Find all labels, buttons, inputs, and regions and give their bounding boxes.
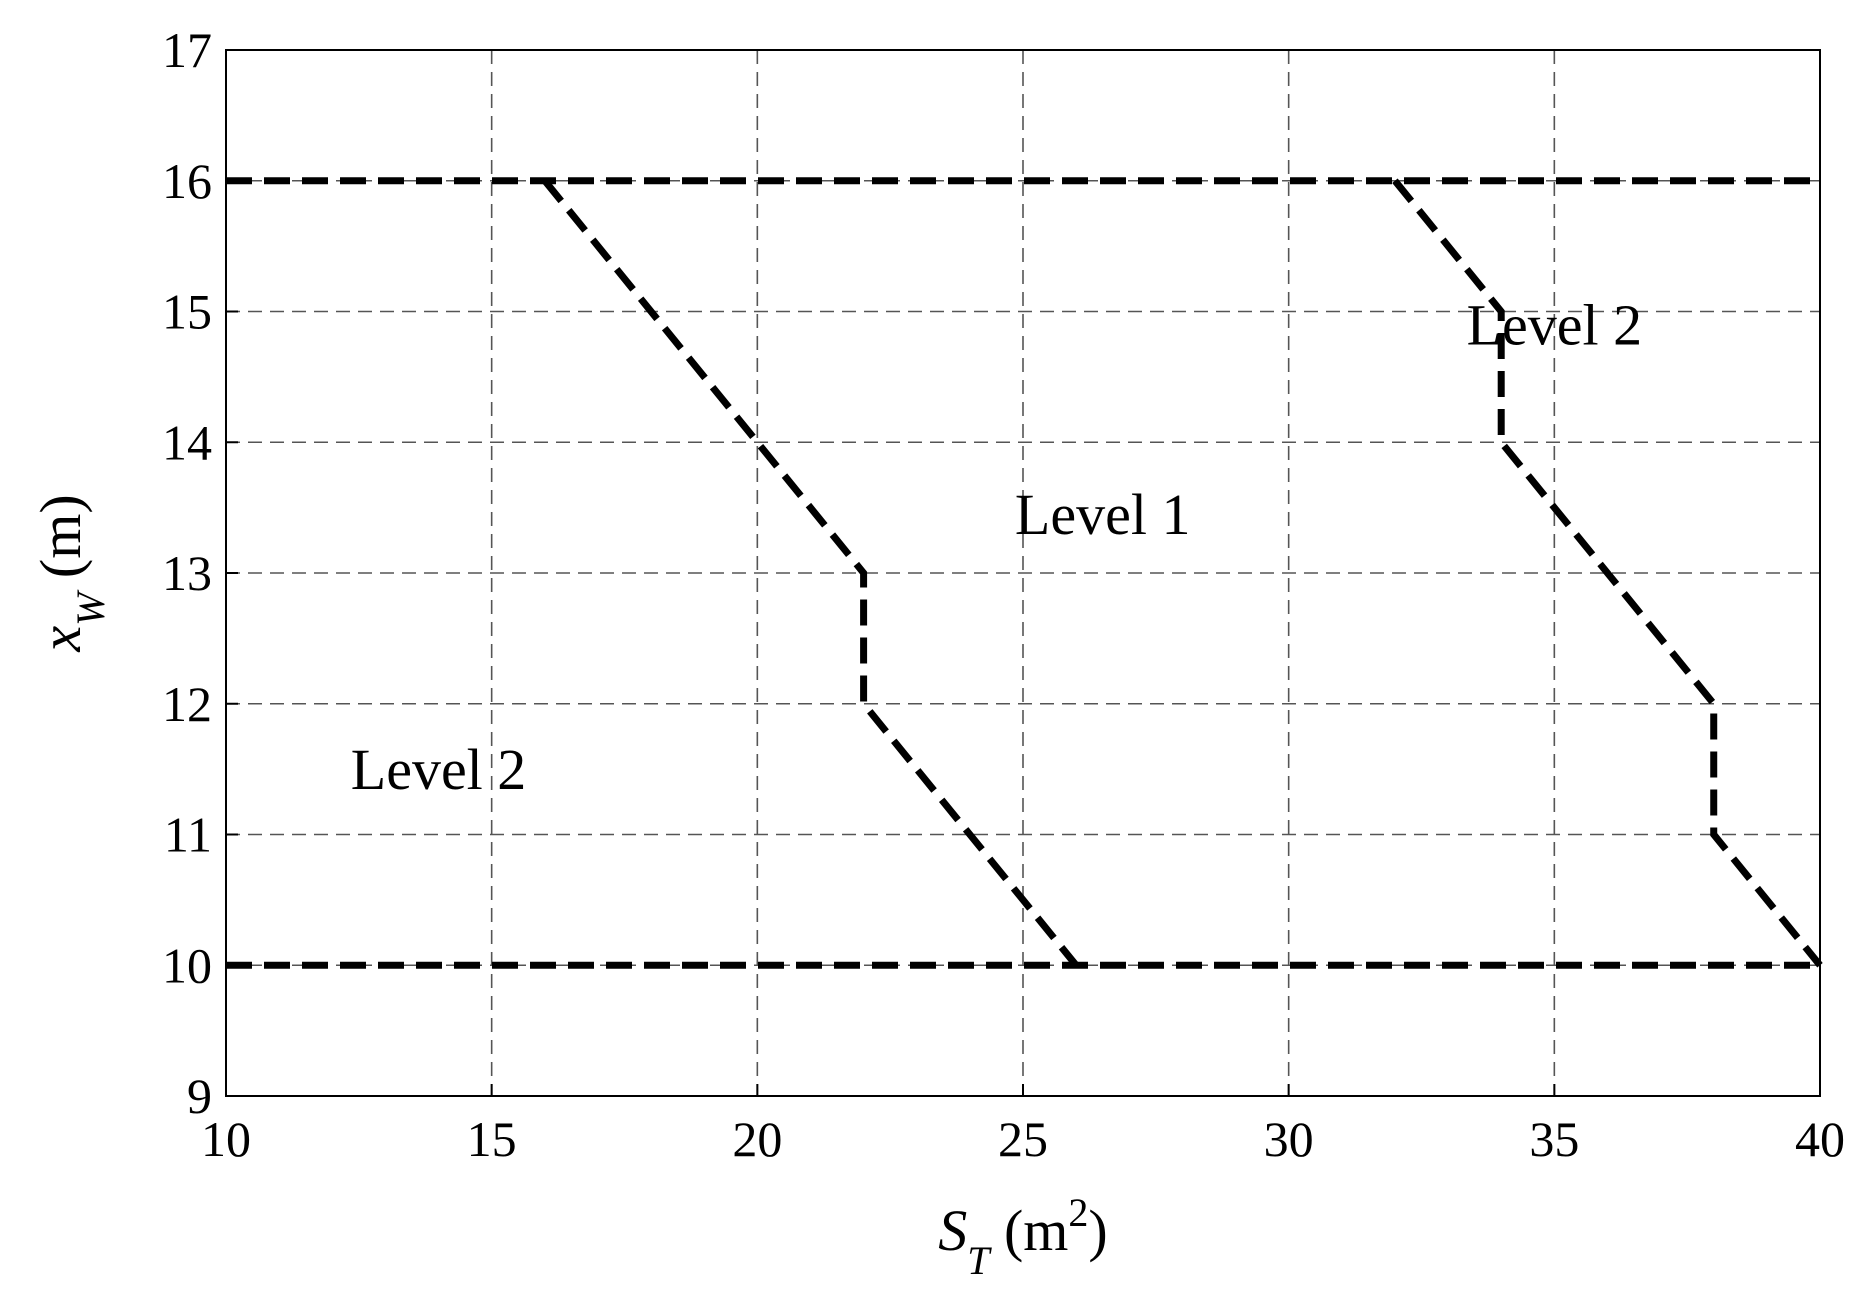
- grid: [226, 50, 1820, 1096]
- y-axis-label: xW (m): [28, 494, 113, 652]
- series-layer: [226, 177, 1823, 969]
- y-axis-label-sub: W: [68, 589, 113, 626]
- y-tick-label-6: 15: [162, 284, 212, 340]
- x-tick-label-3: 25: [998, 1111, 1048, 1167]
- x-axis-label: ST (m2): [938, 1190, 1108, 1283]
- x-axis-label-main: S: [938, 1198, 967, 1263]
- y-axis-label-main: x: [28, 626, 93, 653]
- x-axis-label-sub: T: [967, 1238, 992, 1283]
- annotation-1: Level 2: [351, 737, 527, 802]
- x-tick-label-2: 20: [732, 1111, 782, 1167]
- annotation-0: Level 1: [1015, 482, 1191, 547]
- annotation-2: Level 2: [1467, 293, 1643, 358]
- y-tick-label-2: 11: [164, 807, 212, 863]
- x-tick-label-4: 30: [1264, 1111, 1314, 1167]
- y-tick-label-0: 9: [187, 1068, 212, 1124]
- x-tick-label-5: 35: [1529, 1111, 1579, 1167]
- y-tick-label-7: 16: [162, 153, 212, 209]
- annotations: Level 1 Level 2 Level 2: [351, 293, 1642, 803]
- x-axis-label-unit-open: (m: [989, 1198, 1068, 1263]
- y-tick-label-5: 14: [162, 414, 212, 470]
- x-tick-label-1: 15: [467, 1111, 517, 1167]
- y-tick-label-4: 13: [162, 545, 212, 601]
- y-tick-label-8: 17: [162, 22, 212, 78]
- x-tick-label-0: 10: [201, 1111, 251, 1167]
- x-tick-label-6: 40: [1795, 1111, 1845, 1167]
- x-axis-label-sup: 2: [1068, 1190, 1088, 1235]
- y-tick-label-3: 12: [162, 676, 212, 732]
- series-line-3: [1392, 178, 1823, 968]
- x-axis-label-unit-close: ): [1088, 1198, 1107, 1263]
- series-line-2: [542, 178, 1079, 968]
- y-axis-label-unit: (m): [28, 494, 93, 592]
- y-tick-label-1: 10: [162, 937, 212, 993]
